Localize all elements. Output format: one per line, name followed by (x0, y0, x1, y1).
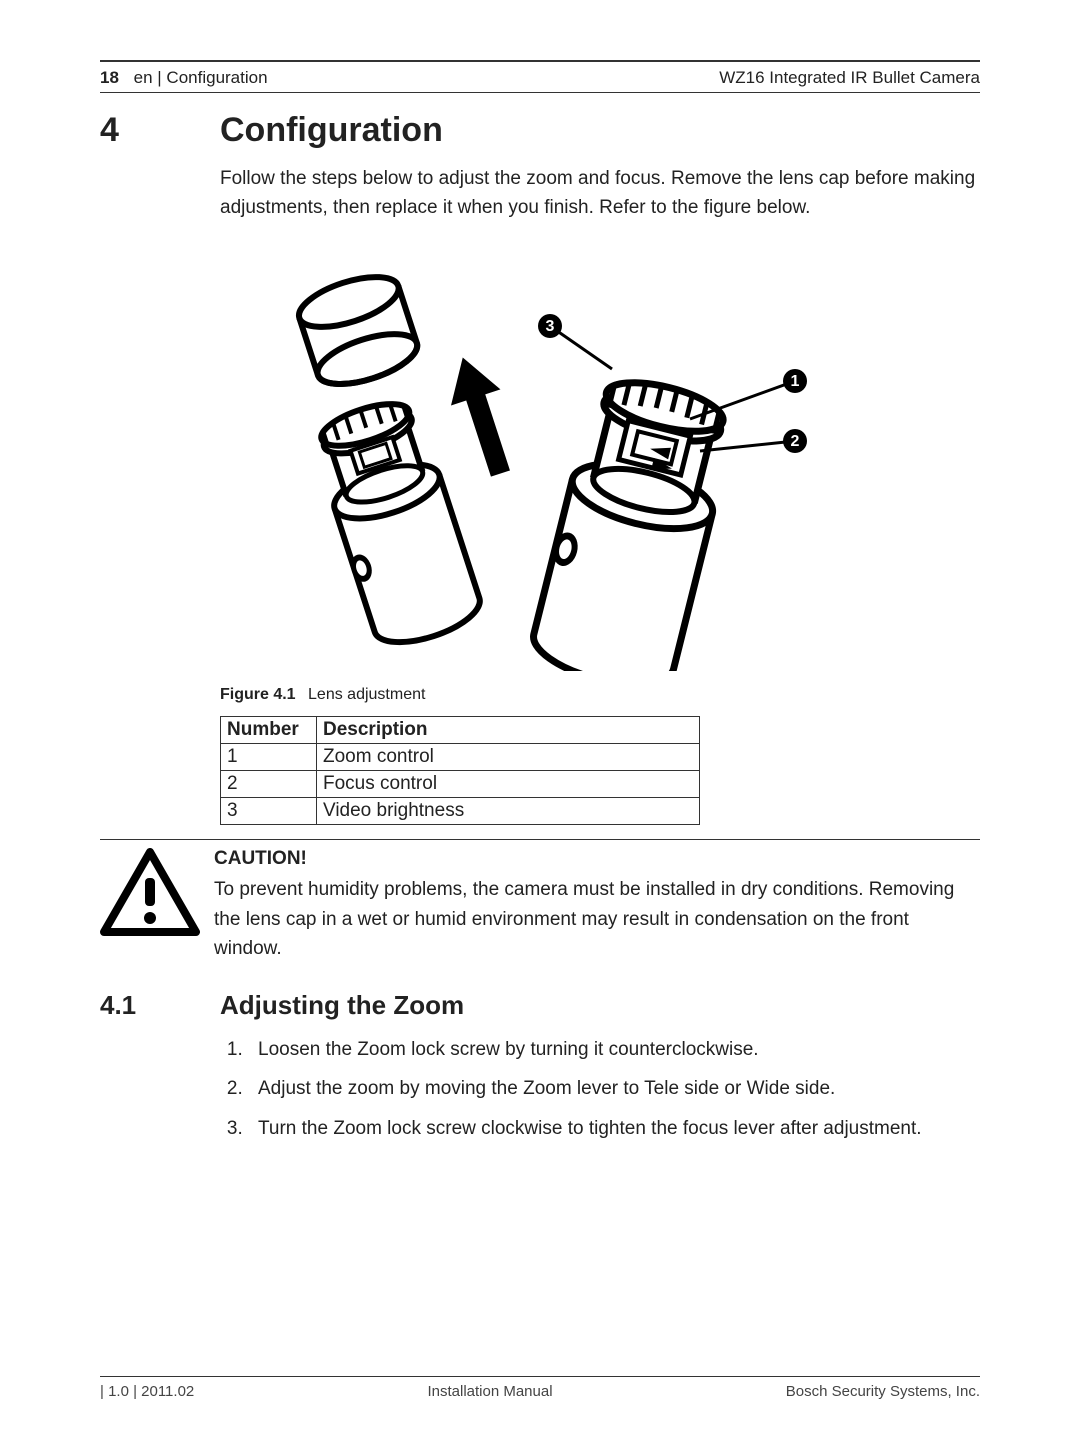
footer-center: Installation Manual (427, 1383, 552, 1400)
header-section-path: en | Configuration (134, 68, 268, 87)
callout-table: Number Description 1 Zoom control 2 Focu… (220, 716, 700, 825)
table-head-number: Number (221, 716, 317, 743)
section-intro: Follow the steps below to adjust the zoo… (220, 164, 980, 223)
caution-block: CAUTION! To prevent humidity problems, t… (100, 844, 980, 964)
header-left: 18 en | Configuration (100, 68, 268, 88)
section-heading: 4 Configuration Follow the steps below t… (100, 111, 980, 241)
figure-label: Figure 4.1 (220, 686, 296, 703)
running-header: 18 en | Configuration WZ16 Integrated IR… (100, 62, 980, 92)
lens-adjustment-diagram: 3 1 2 (220, 251, 820, 671)
footer-left: | 1.0 | 2011.02 (100, 1383, 194, 1400)
step-item: Turn the Zoom lock screw clockwise to ti… (248, 1114, 980, 1143)
figure-block: 3 1 2 Figure 4.1 Lens adjustment Number (220, 251, 980, 825)
figure-caption-text: Lens adjustment (308, 686, 425, 703)
caution-heading: CAUTION! (214, 844, 980, 873)
table-row: 3 Video brightness (221, 797, 700, 824)
warning-icon (100, 844, 200, 943)
running-footer: | 1.0 | 2011.02 Installation Manual Bosc… (100, 1377, 980, 1400)
callout-3: 3 (546, 318, 555, 335)
header-doc-title: WZ16 Integrated IR Bullet Camera (719, 68, 980, 88)
section-title: Configuration (220, 111, 980, 150)
footer-right: Bosch Security Systems, Inc. (786, 1383, 980, 1400)
section-number: 4 (100, 111, 220, 241)
subsection-title: Adjusting the Zoom (220, 990, 980, 1021)
page-number: 18 (100, 68, 119, 87)
caution-text: To prevent humidity problems, the camera… (214, 879, 954, 959)
figure-caption: Figure 4.1 Lens adjustment (220, 686, 980, 704)
subsection-heading: 4.1 Adjusting the Zoom Loosen the Zoom l… (100, 990, 980, 1153)
callout-2: 2 (791, 433, 800, 450)
steps-list: Loosen the Zoom lock screw by turning it… (220, 1035, 980, 1143)
content-area: 4 Configuration Follow the steps below t… (100, 93, 980, 1153)
table-row: 2 Focus control (221, 770, 700, 797)
table-row: 1 Zoom control (221, 743, 700, 770)
callout-1: 1 (791, 373, 800, 390)
table-head-description: Description (317, 716, 700, 743)
caution-top-rule (100, 839, 980, 840)
subsection-number: 4.1 (100, 990, 220, 1153)
step-item: Loosen the Zoom lock screw by turning it… (248, 1035, 980, 1064)
manual-page: 18 en | Configuration WZ16 Integrated IR… (0, 0, 1080, 1193)
step-item: Adjust the zoom by moving the Zoom lever… (248, 1074, 980, 1103)
